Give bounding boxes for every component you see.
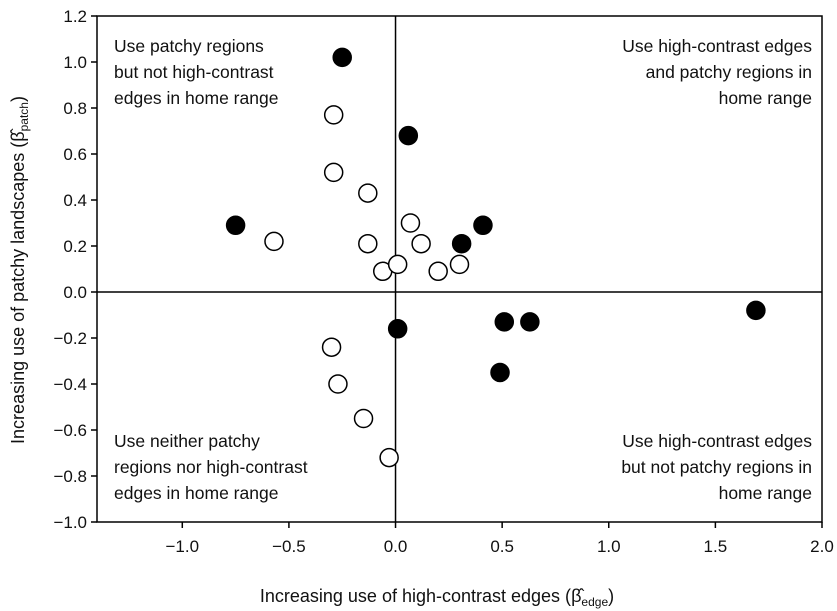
open-data-point xyxy=(353,408,374,429)
x-tick-label: 1.0 xyxy=(597,537,621,556)
open-data-point xyxy=(358,183,378,203)
open-data-point xyxy=(411,233,431,254)
y-axis-title-subscript: patch xyxy=(17,102,31,131)
y-tick-label: 1.0 xyxy=(63,53,87,72)
quadrant-label-line: and patchy regions in xyxy=(646,62,812,82)
open-data-point xyxy=(328,374,348,394)
y-tick-label: −0.8 xyxy=(53,467,87,486)
open-data-point xyxy=(387,254,408,275)
quadrant-label-line: edges in home range xyxy=(114,88,278,108)
filled-data-point xyxy=(494,312,515,332)
open-data-point xyxy=(323,162,344,183)
x-tick-label: −0.5 xyxy=(272,537,306,556)
filled-data-point xyxy=(398,125,419,146)
y-tick-label: 0.8 xyxy=(63,99,87,118)
open-data-point xyxy=(321,337,342,357)
open-data-point xyxy=(400,213,421,233)
y-tick-label: 0.2 xyxy=(63,237,87,256)
filled-data-point xyxy=(451,233,472,254)
y-axis-title-symbol: β̂ xyxy=(8,128,28,141)
y-axis-title: Increasing use of patchy landscapes (β̂p… xyxy=(8,96,31,444)
quadrant-label-line: Use high-contrast edges xyxy=(622,431,812,451)
x-tick-label: 2.0 xyxy=(810,537,834,556)
y-tick-label: 1.2 xyxy=(63,7,87,26)
x-tick-label: −1.0 xyxy=(166,537,200,556)
quadrant-label-bottom-right: Use high-contrast edges but not patchy re… xyxy=(621,431,812,503)
y-tick-label: −0.2 xyxy=(53,329,87,348)
quadrant-label-top-left: Use patchy regions but not high-contrast e… xyxy=(114,36,278,108)
quadrant-label-line: home range xyxy=(719,483,812,503)
filled-data-point xyxy=(520,312,540,332)
y-axis-ticks: −1.0 −0.8 −0.6 −0.4 −0.2 0.0 0.2 0.4 0.6 0.8 1.0 1.… xyxy=(53,7,97,532)
y-tick-label: −0.4 xyxy=(53,375,87,394)
quadrant-label-line: edges in home range xyxy=(114,483,278,503)
quadrant-annotations: Use patchy regions but not high-contrast e… xyxy=(114,36,812,503)
quadrant-label-line: Use high-contrast edges xyxy=(622,36,812,56)
x-tick-label: 0.5 xyxy=(490,537,514,556)
x-axis-title-subscript: edge xyxy=(581,595,608,609)
x-axis-title-main: Increasing use of high-contrast edges ( xyxy=(260,586,571,606)
filled-data-point xyxy=(746,300,766,321)
data-points xyxy=(225,47,766,468)
x-axis-title: Increasing use of high-contrast edges (β… xyxy=(260,586,614,609)
open-data-point xyxy=(379,447,399,468)
open-data-point xyxy=(358,233,378,254)
x-axis-title-symbol: β̂ xyxy=(571,586,584,606)
y-axis-title-close: ) xyxy=(8,96,28,102)
filled-data-point xyxy=(225,215,246,236)
quadrant-label-line: regions nor high-contrast xyxy=(114,457,308,477)
open-data-point xyxy=(449,254,470,275)
filled-data-point xyxy=(490,362,510,383)
filled-data-point xyxy=(473,215,493,236)
x-axis-title-close: ) xyxy=(608,586,614,606)
open-data-point xyxy=(323,105,344,125)
x-tick-label: 1.5 xyxy=(704,537,728,556)
open-data-point xyxy=(428,261,448,282)
y-tick-label: 0.6 xyxy=(63,145,87,164)
y-tick-label: −1.0 xyxy=(53,513,87,532)
quadrant-label-line: but not patchy regions in xyxy=(621,457,812,477)
y-axis-title-main: Increasing use of patchy landscapes ( xyxy=(8,142,28,444)
quadrant-label-top-right: Use high-contrast edges and patchy region… xyxy=(622,36,812,108)
x-axis-ticks: −1.0 −0.5 0.0 0.5 1.0 1.5 2.0 xyxy=(166,522,834,556)
quadrant-label-line: but not high-contrast xyxy=(114,62,274,82)
x-tick-label: 0.0 xyxy=(384,537,408,556)
plot-area-frame xyxy=(96,15,823,523)
y-tick-label: 0.0 xyxy=(63,283,87,302)
quadrant-label-line: Use neither patchy xyxy=(114,431,260,451)
quadrant-label-line: Use patchy regions xyxy=(114,36,264,56)
filled-data-point xyxy=(387,319,408,339)
open-data-point xyxy=(264,231,284,252)
y-tick-label: 0.4 xyxy=(63,191,87,210)
quadrant-label-line: home range xyxy=(719,88,812,108)
filled-data-point xyxy=(332,47,352,68)
y-tick-label: −0.6 xyxy=(53,421,87,440)
quadrant-label-bottom-left: Use neither patchy regions nor high-contr… xyxy=(114,431,308,503)
